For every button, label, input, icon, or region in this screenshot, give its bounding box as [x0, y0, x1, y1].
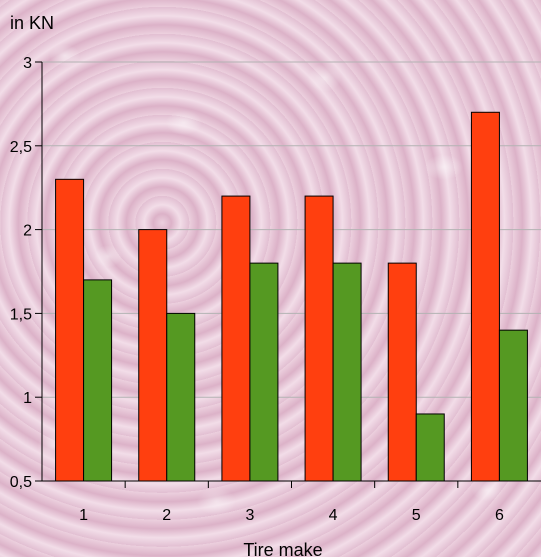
bar-series-2-cat-1: [83, 279, 113, 482]
x-axis-title: Tire make: [243, 540, 322, 557]
bar-series-2-cat-4: [332, 262, 362, 482]
y-tick-label: 3: [23, 55, 32, 72]
bar-series-1-cat-3: [221, 195, 251, 482]
bar-series-1-cat-1: [55, 178, 85, 482]
y-tick-label: 1,5: [10, 306, 32, 323]
bar-series-2-cat-5: [415, 413, 445, 482]
bar-series-1-cat-4: [304, 195, 334, 482]
x-tick-label: 1: [79, 507, 88, 524]
y-tick-label: 2: [23, 223, 32, 240]
x-axis-ticks: 1 2 3 4 5 6: [79, 481, 504, 524]
y-axis-ticks: 0,5 1 1,5 2 2,5 3: [10, 55, 42, 491]
bar-series-2-cat-2: [166, 312, 196, 482]
x-tick-label: 5: [412, 507, 421, 524]
x-tick-label: 3: [245, 507, 254, 524]
y-tick-label: 0,5: [10, 474, 32, 491]
x-tick-label: 4: [329, 507, 338, 524]
axes: [41, 62, 541, 482]
gridlines: [42, 61, 541, 398]
x-tick-label: 2: [162, 507, 171, 524]
y-unit-label: in KN: [10, 13, 54, 33]
bar-series-2-cat-3: [249, 262, 279, 482]
y-tick-label: 2,5: [10, 139, 32, 156]
bar-series-2-cat-6: [498, 329, 528, 482]
bar-series-1-cat-5: [387, 262, 417, 482]
bar-series-1-cat-2: [138, 229, 168, 482]
y-tick-label: 1: [23, 390, 32, 407]
bar-series-1-cat-6: [470, 111, 500, 482]
x-tick-label: 6: [495, 507, 504, 524]
bars: [55, 111, 528, 482]
